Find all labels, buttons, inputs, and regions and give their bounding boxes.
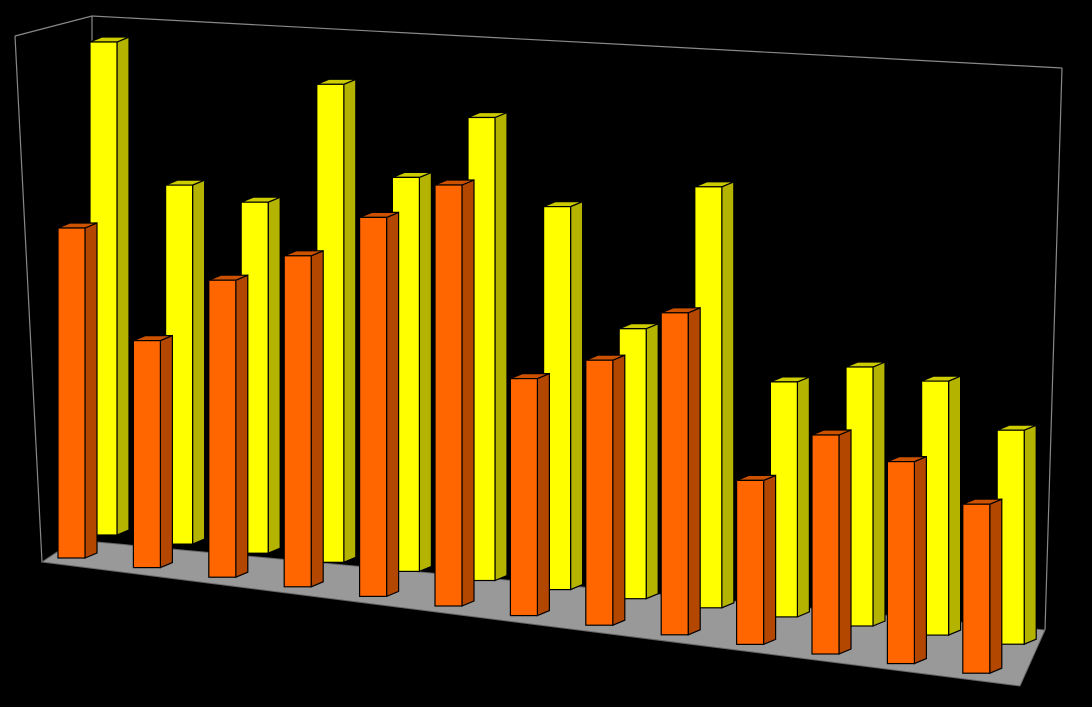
bar — [132, 340, 161, 569]
bar-side — [838, 429, 852, 655]
bar-side — [536, 372, 551, 617]
bar — [208, 279, 237, 578]
bar — [735, 479, 765, 645]
bar-side — [645, 322, 659, 600]
bar-side — [989, 498, 1003, 675]
bar-side — [343, 78, 357, 564]
bar-side — [192, 179, 206, 545]
bar-side — [461, 179, 475, 607]
bar-side — [494, 111, 508, 582]
bar — [283, 255, 312, 588]
bar-side — [386, 211, 400, 598]
bar-side — [310, 249, 324, 588]
bar-side — [1023, 424, 1037, 646]
bar-side — [569, 200, 584, 591]
bar-side — [235, 274, 249, 579]
bar — [660, 312, 689, 636]
bar — [57, 227, 86, 559]
bar-side — [418, 171, 432, 573]
bar-side — [721, 180, 735, 609]
wall-right-edge — [1044, 67, 1063, 631]
bar-side — [947, 375, 962, 636]
bar — [962, 503, 991, 674]
bar-side — [84, 222, 98, 559]
bar — [886, 461, 916, 665]
bar — [359, 216, 388, 597]
bar-side — [796, 375, 811, 618]
bar — [434, 184, 463, 607]
bar — [585, 359, 614, 626]
bar-side — [762, 474, 777, 646]
bar-side — [116, 36, 130, 536]
bar — [509, 378, 538, 617]
bar-side — [267, 196, 281, 555]
bar-side — [913, 455, 928, 665]
bar-side — [872, 361, 886, 627]
wall-left-edge — [14, 35, 43, 563]
bar-side — [612, 354, 626, 627]
bar-side — [159, 334, 173, 569]
bar-side — [687, 306, 701, 636]
bar — [811, 434, 840, 655]
